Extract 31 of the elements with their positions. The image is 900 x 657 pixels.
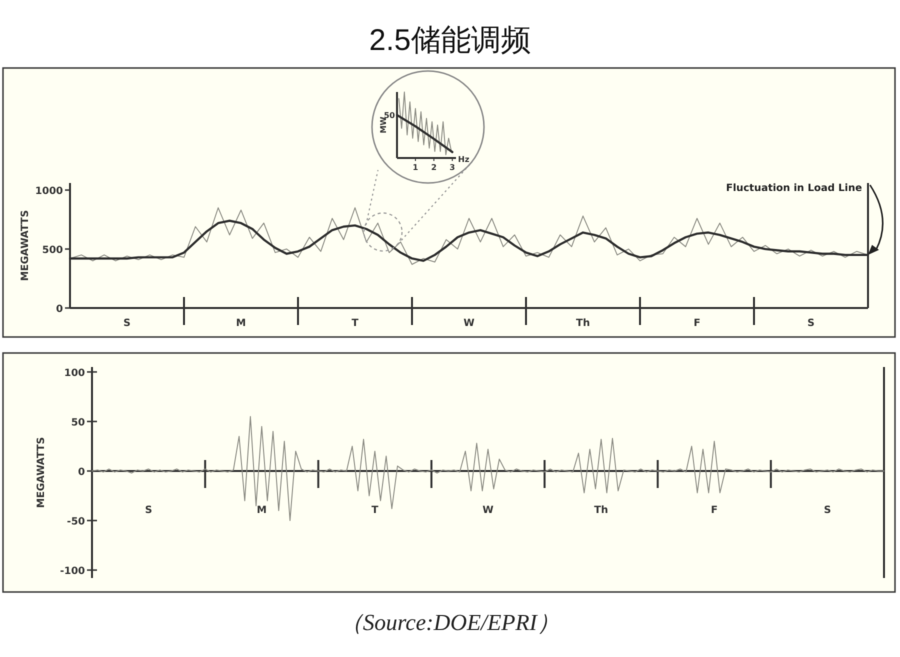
annotation: Fluctuation in Load Line [726, 183, 862, 194]
x-tick-label: T [352, 318, 359, 329]
y-tick-label: -100 [60, 566, 86, 578]
x-tick-label: T [371, 505, 378, 516]
y-tick-label: 0 [56, 304, 64, 315]
x-tick-label: M [236, 318, 246, 329]
y-tick-label: 100 [64, 368, 86, 379]
x-tick-label: W [463, 318, 475, 329]
text: 2.5储能调频 [369, 24, 531, 57]
x-tick-label: 3 [450, 163, 456, 172]
x-tick-label: 2 [431, 163, 437, 172]
x-tick-label: F [710, 505, 718, 516]
y-tick-label: 0 [78, 467, 86, 478]
x-tick-label: M [256, 505, 267, 516]
x-tick-label: S [807, 318, 815, 329]
x-tick-label: S [144, 505, 152, 516]
y-tick-label: 50 [71, 417, 86, 428]
y-axis-title: MEGAWATTS [20, 210, 31, 281]
text: （Source:DOE/EPRI） [340, 610, 560, 635]
x-tick-label: Th [594, 505, 608, 516]
x-tick-label: 1 [412, 163, 419, 172]
y-tick-label: 500 [42, 245, 64, 256]
x-tick-label: W [482, 505, 494, 516]
x-axis-title: Hz [458, 155, 470, 164]
x-tick-label: S [824, 505, 832, 516]
y-tick-label: 1000 [35, 186, 64, 198]
x-tick-label: Th [576, 318, 590, 329]
x-tick-label: F [694, 318, 700, 329]
x-tick-label: S [123, 318, 131, 329]
y-axis-title: MEGAWATTS [36, 437, 47, 508]
y-tick-label: -50 [66, 516, 86, 528]
